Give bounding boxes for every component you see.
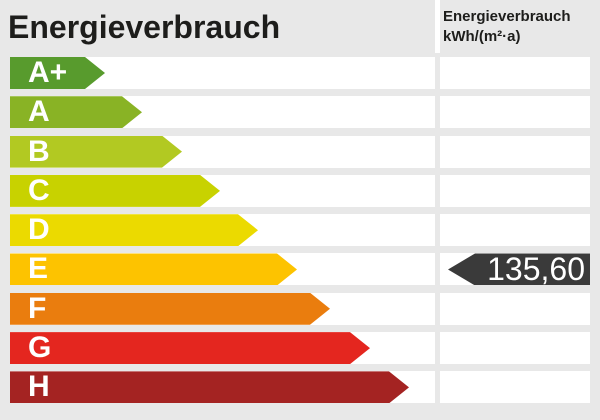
- grade-cell: B: [10, 135, 435, 168]
- grade-cell: A+: [10, 57, 435, 89]
- value-cell: [440, 135, 590, 168]
- value-pointer-arrow: 135,60: [448, 251, 590, 288]
- value-cell: [440, 96, 590, 129]
- value-column-header: Energieverbrauch kWh/(m²·a): [443, 7, 571, 47]
- grade-cell: A: [10, 96, 435, 129]
- grade-letter: E: [28, 252, 49, 286]
- grade-arrow: A: [10, 96, 142, 128]
- grade-cell: H: [10, 371, 435, 404]
- scale-row: D: [0, 214, 600, 247]
- scale-row: A+: [0, 57, 600, 89]
- scale-row: C: [0, 174, 600, 207]
- grade-cell: F: [10, 292, 435, 325]
- grade-arrow: G: [10, 332, 370, 364]
- grade-arrow: F: [10, 293, 330, 325]
- value-text: 135,60: [487, 251, 585, 288]
- value-cell: [440, 292, 590, 325]
- grade-arrow: H: [10, 371, 409, 403]
- grade-arrow: A+: [10, 57, 105, 89]
- value-cell: [440, 57, 590, 89]
- value-cell: [440, 332, 590, 365]
- grade-arrow: D: [10, 214, 258, 246]
- grade-letter: D: [28, 213, 50, 247]
- value-cell: [440, 174, 590, 207]
- energy-scale: A+ A B C D: [0, 57, 600, 411]
- grade-letter: B: [28, 134, 50, 168]
- grade-letter: A: [28, 95, 50, 129]
- value-column-unit: kWh/(m²·a): [443, 28, 521, 45]
- value-cell: 135,60: [440, 251, 590, 288]
- grade-arrow: E: [10, 253, 297, 285]
- scale-row: B: [0, 135, 600, 168]
- scale-row: A: [0, 96, 600, 129]
- scale-row: H: [0, 371, 600, 404]
- grade-arrow: C: [10, 175, 220, 207]
- grade-cell: G: [10, 332, 435, 365]
- header-column-divider: [435, 0, 440, 53]
- grade-letter: F: [28, 291, 47, 325]
- scale-row: G: [0, 332, 600, 365]
- grade-arrow: B: [10, 136, 182, 168]
- grade-letter: H: [28, 370, 50, 404]
- value-cell: [440, 214, 590, 247]
- scale-row: F: [0, 292, 600, 325]
- grade-letter: G: [28, 331, 52, 365]
- grade-cell: D: [10, 214, 435, 247]
- grade-cell: E: [10, 253, 435, 286]
- value-cell: [440, 371, 590, 404]
- grade-cell: C: [10, 174, 435, 207]
- grade-letter: A+: [28, 56, 68, 89]
- value-column-title: Energieverbrauch: [443, 8, 571, 25]
- grade-letter: C: [28, 173, 50, 207]
- scale-row: E 135,60: [0, 251, 600, 288]
- page-title: Energieverbrauch: [8, 9, 281, 45]
